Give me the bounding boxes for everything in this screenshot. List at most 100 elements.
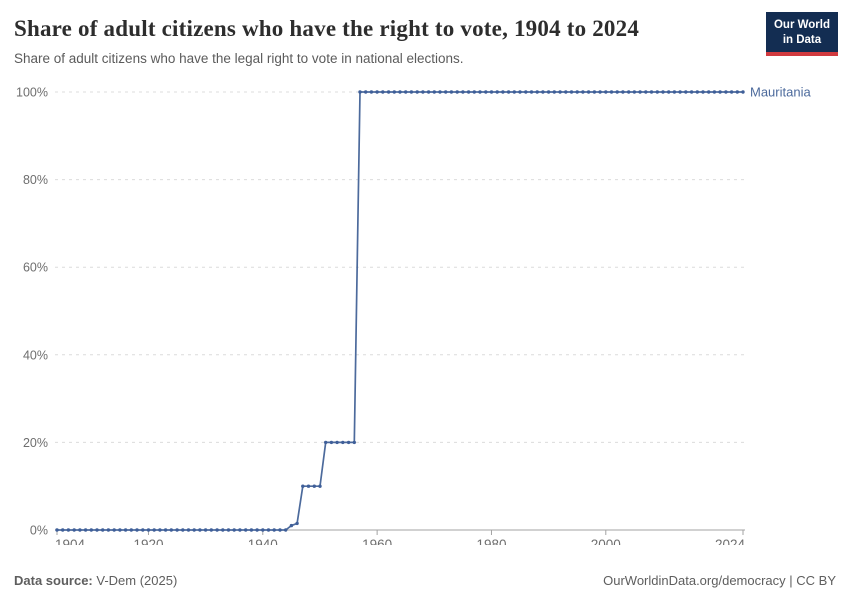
data-point: [512, 90, 516, 94]
data-point: [118, 528, 122, 532]
data-point: [249, 528, 254, 532]
data-point: [735, 90, 739, 94]
data-point: [272, 528, 276, 532]
data-point: [261, 528, 265, 532]
data-point: [701, 90, 705, 94]
owid-logo-line1: Our World: [773, 19, 830, 31]
data-point: [341, 440, 345, 445]
data-point: [644, 90, 648, 94]
data-point: [444, 90, 448, 94]
data-point: [564, 90, 568, 94]
data-point: [724, 90, 728, 94]
data-point: [123, 528, 128, 532]
data-point: [278, 528, 282, 532]
series-mauritania[interactable]: Mauritania: [55, 85, 811, 532]
data-point: [141, 528, 145, 532]
data-point: [426, 90, 431, 94]
y-tick-label: 0%: [30, 524, 48, 538]
owid-logo-line2: in Data: [782, 33, 822, 46]
data-point: [552, 90, 556, 94]
data-point: [489, 90, 494, 94]
data-point: [284, 528, 288, 532]
data-point: [289, 523, 294, 528]
data-point: [386, 90, 391, 94]
chart-header: Share of adult citizens who have the rig…: [0, 0, 850, 66]
data-point: [415, 90, 419, 94]
data-point: [221, 528, 225, 532]
data-point: [518, 90, 522, 94]
series-label[interactable]: Mauritania: [750, 85, 811, 100]
data-point: [181, 528, 185, 532]
data-point: [581, 90, 585, 94]
data-point: [135, 528, 139, 532]
data-point: [592, 90, 597, 94]
data-point: [672, 90, 677, 94]
data-point: [72, 528, 76, 532]
data-point: [203, 528, 208, 532]
data-point: [95, 528, 99, 532]
data-point: [718, 90, 722, 94]
data-point: [586, 90, 591, 94]
data-point: [621, 90, 625, 94]
data-point: [364, 90, 368, 94]
data-point: [55, 528, 59, 532]
data-point: [146, 528, 151, 532]
x-tick-label: 1940: [248, 537, 278, 545]
data-point: [632, 90, 637, 94]
x-tick-label: 1980: [476, 537, 506, 545]
data-point: [209, 528, 213, 532]
data-point: [381, 90, 385, 94]
chart-footer: Data source: V-Dem (2025) OurWorldinData…: [14, 573, 836, 588]
chart-canvas: 0% 20% 40% 60% 80% 100% 1904 1920 1940 1960 1980 20…: [16, 85, 811, 553]
data-point: [152, 528, 156, 532]
data-point: [609, 90, 614, 94]
y-tick-label: 20%: [23, 436, 48, 450]
x-tick-label: 1920: [133, 537, 163, 545]
data-point: [329, 440, 334, 445]
x-tick-label: 2000: [591, 537, 621, 545]
data-point: [61, 528, 65, 532]
y-tick-label: 80%: [23, 173, 48, 187]
data-point: [83, 528, 88, 532]
data-point: [615, 90, 619, 94]
data-point: [163, 528, 168, 532]
data-point: [546, 90, 551, 94]
data-point: [198, 528, 202, 532]
data-point: [741, 90, 745, 94]
data-point: [712, 90, 717, 94]
data-point: [129, 528, 133, 532]
data-point: [335, 440, 339, 445]
data-point: [89, 528, 94, 532]
data-point: [226, 528, 231, 532]
data-point: [569, 90, 574, 94]
data-point: [661, 90, 665, 94]
data-point: [352, 440, 356, 445]
data-point: [375, 90, 379, 94]
data-point: [455, 90, 459, 94]
data-point: [369, 90, 374, 94]
data-point: [358, 90, 362, 94]
credit-link[interactable]: OurWorldinData.org/democracy | CC BY: [603, 573, 836, 588]
data-point: [112, 528, 116, 532]
data-point: [535, 90, 539, 94]
y-tick-label: 40%: [23, 348, 48, 362]
data-point: [192, 528, 196, 532]
data-point: [66, 528, 71, 532]
x-tick-label: 1904: [55, 537, 86, 545]
data-point: [541, 90, 545, 94]
data-point: [432, 90, 436, 94]
data-point: [689, 90, 694, 94]
owid-logo: Our World in Data: [765, 12, 838, 56]
data-point: [461, 90, 465, 94]
data-point: [524, 90, 528, 94]
data-point: [346, 440, 351, 445]
data-point: [318, 484, 322, 488]
series-line[interactable]: [56, 91, 744, 531]
data-point: [495, 90, 499, 94]
data-point: [678, 90, 682, 94]
data-point: [324, 440, 328, 445]
data-point: [472, 90, 476, 94]
line-chart-area: 0% 20% 40% 60% 80% 100% 1904 1920 1940 1960 1980 20…: [0, 75, 850, 553]
data-point: [558, 90, 562, 94]
data-point: [529, 90, 534, 94]
